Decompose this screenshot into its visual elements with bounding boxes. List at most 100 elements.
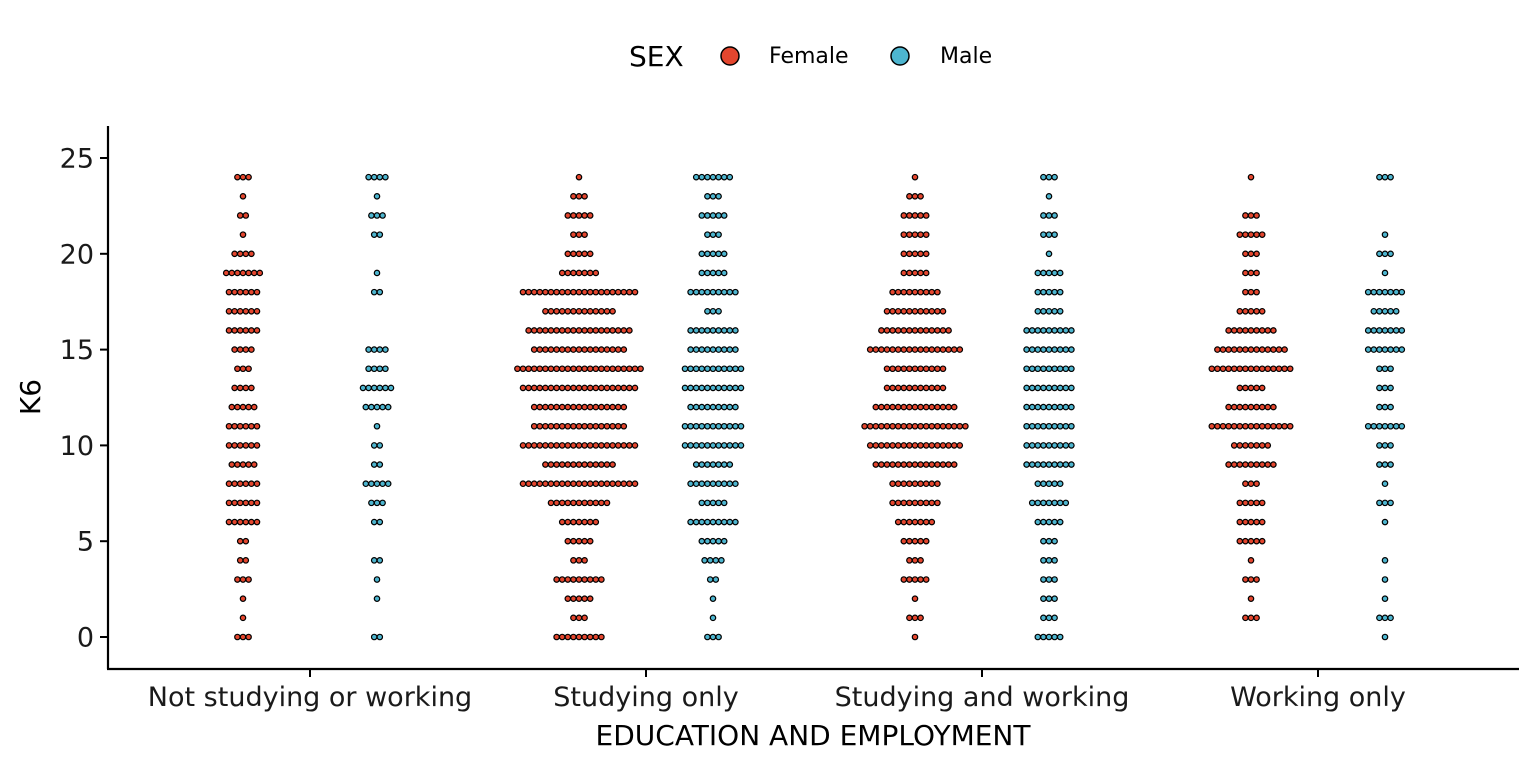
data-dot [631,288,639,296]
data-dot [1242,288,1249,296]
data-dot [1045,384,1053,392]
data-dot [911,499,919,507]
data-dot [236,422,244,430]
data-dot [1247,384,1255,392]
data-dot [1051,269,1058,277]
data-dot [370,173,378,181]
data-dot [1045,633,1053,641]
data-dot [726,365,734,373]
data-dot [231,346,238,353]
data-dot [1045,231,1053,238]
data-dot [911,231,919,238]
data-dot [620,346,628,353]
data-dot [906,422,913,430]
data-dot [732,384,739,392]
data-dot [236,518,244,526]
data-dot [945,403,952,411]
data-dot [370,557,378,564]
data-dot [603,307,611,315]
data-dot [732,403,739,411]
data-dot [575,193,583,200]
data-dot [1387,461,1394,468]
data-dot [1264,442,1272,449]
data-dot [609,307,616,315]
data-dot [906,346,913,353]
data-dot [553,403,560,411]
data-dot [894,518,902,526]
data-dot [934,307,941,315]
data-dot [570,403,577,411]
data-dot [1236,499,1244,507]
data-dot [928,442,936,449]
data-dot [1236,307,1244,315]
data-dot [614,384,622,392]
data-dot [1242,250,1249,258]
data-dot [1376,327,1383,334]
data-dot [681,365,689,373]
data-dot [373,499,381,507]
data-dot [581,250,588,258]
data-dot [1242,307,1249,315]
data-dot [1040,442,1047,449]
legend-title: SEX [629,40,684,73]
data-dot [558,633,566,641]
data-dot [698,346,706,353]
data-dot [1242,269,1249,277]
data-dot [1364,327,1372,334]
data-dot [1281,422,1288,430]
data-dot [928,480,936,488]
data-dot [712,557,720,564]
data-dot [1040,595,1047,602]
data-dot [581,346,588,353]
data-dot [1068,442,1075,449]
data-dot [900,384,908,392]
data-dot [242,288,250,296]
data-dot [732,442,739,449]
data-dot [900,231,908,238]
data-dot [939,346,947,353]
data-dot [917,231,924,238]
data-dot [592,307,600,315]
data-dot [1051,595,1058,602]
data-dot [917,212,924,219]
data-dot [732,327,739,334]
data-dot [553,288,560,296]
data-dot [603,288,611,296]
data-dot [570,422,577,430]
data-dot [581,499,588,507]
data-dot [715,173,722,181]
data-dot [687,422,694,430]
data-dot [906,461,913,468]
data-dot [575,173,583,181]
data-dot [698,480,706,488]
data-dot [530,422,538,430]
data-dot [242,442,250,449]
data-dot [368,480,375,488]
data-dot [911,518,919,526]
data-dot [1370,327,1378,334]
data-dot [564,212,572,219]
data-dot [720,365,728,373]
data-dot [586,269,594,277]
data-dot [1225,327,1232,334]
data-dot [525,480,532,488]
data-dot [234,403,241,411]
data-dot [1247,346,1255,353]
data-dot [894,499,902,507]
data-dot [704,633,711,641]
data-dot [592,327,600,334]
data-dot [1381,614,1389,622]
data-dot [906,537,913,545]
data-dot [1051,633,1058,641]
data-dot [698,269,706,277]
data-dot [225,480,233,488]
data-dot [248,499,255,507]
data-dot [726,442,734,449]
data-dot [889,480,896,488]
data-dot [732,365,739,373]
data-dot [530,480,538,488]
data-dot [542,422,549,430]
data-dot [379,403,386,411]
data-dot [236,327,244,334]
data-dot [575,557,583,564]
